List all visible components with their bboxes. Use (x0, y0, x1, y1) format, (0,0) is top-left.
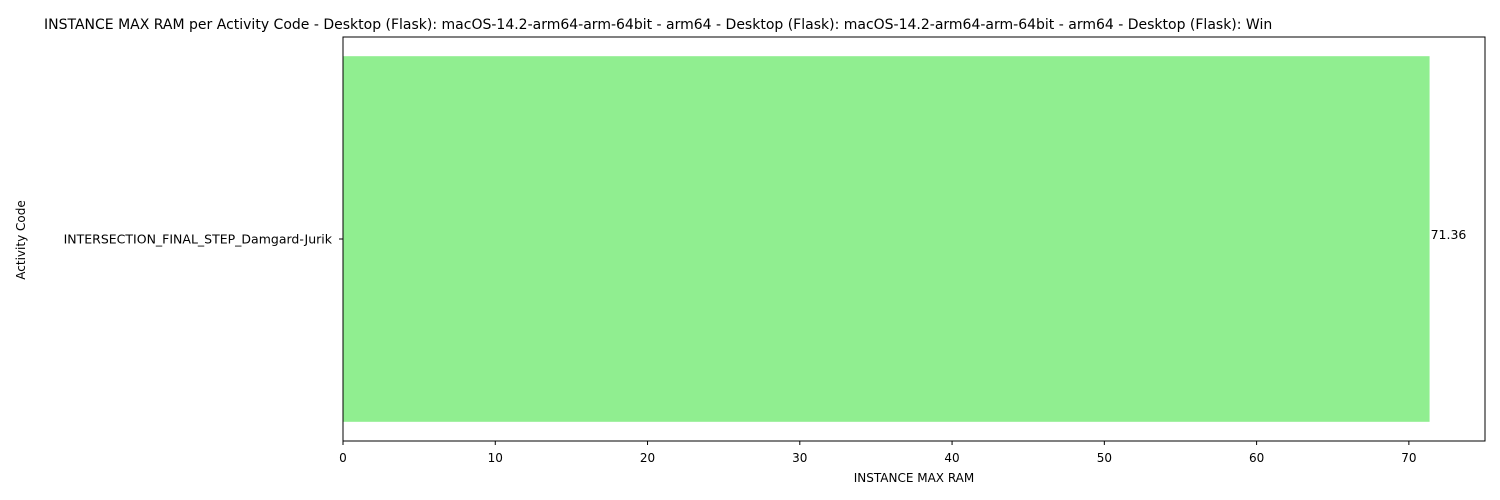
bar-value-label: 71.36 (1431, 227, 1467, 242)
x-tick-label: 10 (488, 451, 503, 465)
chart-title: INSTANCE MAX RAM per Activity Code - Des… (44, 17, 1273, 33)
x-tick-label: 50 (1097, 451, 1112, 465)
x-tick-label: 40 (944, 451, 959, 465)
x-tick-label: 0 (339, 451, 347, 465)
x-tick-label: 30 (792, 451, 807, 465)
bar (343, 56, 1430, 422)
y-tick-label: INTERSECTION_FINAL_STEP_Damgard-Jurik (64, 232, 333, 247)
x-tick-label: 70 (1401, 451, 1416, 465)
x-tick-label: 60 (1249, 451, 1264, 465)
y-axis-label: Activity Code (14, 200, 28, 279)
x-axis-label: INSTANCE MAX RAM (854, 471, 975, 485)
x-tick-label: 20 (640, 451, 655, 465)
